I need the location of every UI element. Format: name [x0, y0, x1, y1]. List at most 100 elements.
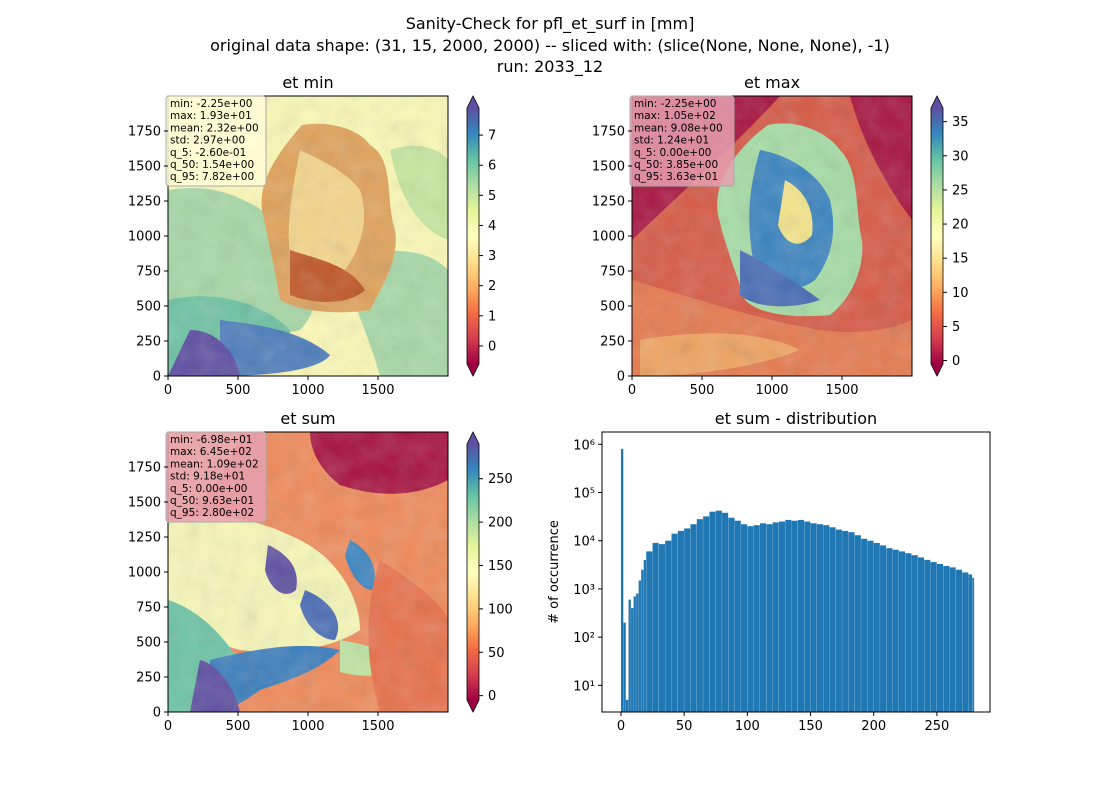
y-tick-label: 1500	[128, 160, 161, 175]
histogram-bar	[880, 545, 887, 712]
y-tick-label: 750	[136, 601, 161, 616]
y-tick-label: 250	[136, 671, 161, 686]
histogram-bar	[848, 532, 855, 712]
colorbar-tick-label: 0	[952, 354, 960, 369]
stats-line: min: -6.98e+01	[170, 434, 252, 446]
histogram-bar	[722, 512, 729, 712]
histogram-bar	[623, 622, 626, 712]
x-tick-label: 1500	[361, 383, 394, 398]
histogram-bar	[804, 521, 811, 712]
x-tick-label: 1000	[291, 383, 324, 398]
stats-line: min: -2.25e+00	[634, 98, 716, 110]
histogram-bar	[696, 519, 703, 712]
x-ticks: 0 500 1000 1500	[164, 712, 395, 734]
y-tick-label: 1750	[592, 125, 625, 140]
colorbar-extend-top	[931, 96, 943, 108]
x-tick-label: 0	[628, 383, 636, 398]
y-tick-label: 250	[600, 335, 625, 350]
y-tick-label: 750	[136, 265, 161, 280]
histogram-bar	[892, 549, 899, 712]
y-ticks: 10¹ 10² 10³ 10⁴ 10⁵ 10⁶	[573, 438, 602, 694]
histogram-bar	[968, 574, 973, 712]
histogram-bar	[747, 526, 754, 712]
y-tick-label: 500	[136, 636, 161, 651]
histogram-bar	[842, 530, 849, 712]
title-line-1: Sanity-Check for pfl_et_surf in [mm]	[406, 14, 695, 34]
y-tick-label: 1750	[128, 125, 161, 140]
histogram-bar	[753, 525, 760, 712]
stats-line: mean: 1.09e+02	[170, 458, 259, 470]
histogram-bar	[759, 523, 767, 712]
y-tick-label: 1000	[128, 566, 161, 581]
colorbar-tick-label: 150	[488, 559, 513, 574]
histogram-bar	[873, 542, 880, 712]
y-tick-label: 1000	[128, 230, 161, 245]
histogram-bar	[690, 524, 697, 712]
stats-line: std: 1.24e+01	[634, 135, 709, 147]
colorbar-tick-label: 35	[952, 115, 969, 130]
stats-box-bg	[165, 95, 267, 187]
colorbar: 0 50 100 150 200 250	[466, 431, 513, 713]
histogram-bar	[620, 448, 624, 712]
stats-line: min: -2.25e+00	[170, 98, 252, 110]
x-tick-label: 1500	[361, 719, 394, 734]
histogram-bar	[835, 529, 842, 712]
histogram-bar	[665, 540, 672, 712]
colorbar-tick-label: 7	[488, 129, 496, 144]
y-tick-label: 500	[600, 300, 625, 315]
stats-line: q_50: 3.85e+00	[634, 159, 718, 171]
x-ticks: 0 500 1000 1500	[628, 376, 859, 398]
colorbar-gradient	[467, 108, 479, 364]
x-tick-label: 0	[164, 719, 172, 734]
y-tick-label: 10³	[573, 583, 595, 598]
colorbar-gradient	[931, 108, 943, 364]
histogram-bar	[829, 527, 836, 712]
x-ticks: 0 50 100 150 200 250	[617, 712, 949, 734]
colorbar-tick-label: 0	[488, 689, 496, 704]
y-tick-label: 250	[136, 335, 161, 350]
colorbar-tick-label: 100	[488, 602, 513, 617]
histogram-bar	[646, 551, 653, 712]
y-tick-label: 0	[617, 370, 625, 385]
figure-title: Sanity-Check for pfl_et_surf in [mm] ori…	[210, 14, 890, 77]
stats-line: q_95: 2.80e+02	[170, 507, 254, 519]
x-tick-label: 200	[861, 719, 886, 734]
panel-title: et min	[282, 73, 333, 92]
y-tick-label: 10⁵	[573, 487, 595, 502]
x-tick-label: 0	[164, 383, 172, 398]
stats-box-bg	[165, 431, 267, 523]
stats-line: q_5: 0.00e+00	[170, 483, 247, 495]
histogram-bar	[626, 699, 629, 712]
x-tick-label: 1000	[755, 383, 788, 398]
histogram-bars	[620, 448, 975, 712]
axes-frame	[601, 431, 991, 713]
y-tick-label: 500	[136, 300, 161, 315]
stats-line: max: 1.05e+02	[634, 110, 716, 122]
histogram-bar	[816, 524, 823, 712]
x-tick-label: 0	[617, 719, 625, 734]
colorbar-tick-label: 2	[488, 279, 496, 294]
colorbar-tick-label: 250	[488, 472, 513, 487]
histogram-bar	[703, 516, 710, 712]
panel-title: et sum - distribution	[715, 409, 877, 428]
colorbar-tick-label: 25	[952, 183, 969, 198]
y-tick-label: 10⁴	[573, 535, 595, 550]
stats-line: q_50: 9.63e+01	[170, 495, 254, 507]
histogram-bar	[899, 551, 906, 712]
y-tick-label: 750	[600, 265, 625, 280]
histogram-bar	[854, 535, 861, 712]
y-tick-label: 10²	[573, 631, 595, 646]
histogram-bar	[734, 520, 741, 712]
x-ticks: 0 500 1000 1500	[164, 376, 395, 398]
histogram-bar	[658, 544, 665, 712]
colorbar-tick-label: 5	[952, 320, 960, 335]
histogram-bar	[628, 599, 631, 712]
histogram-bar	[949, 567, 956, 712]
stats-line: q_5: -2.60e-01	[170, 147, 246, 159]
y-ticks: 0 250 500 750 1000 1250 1500 1750	[128, 461, 168, 721]
